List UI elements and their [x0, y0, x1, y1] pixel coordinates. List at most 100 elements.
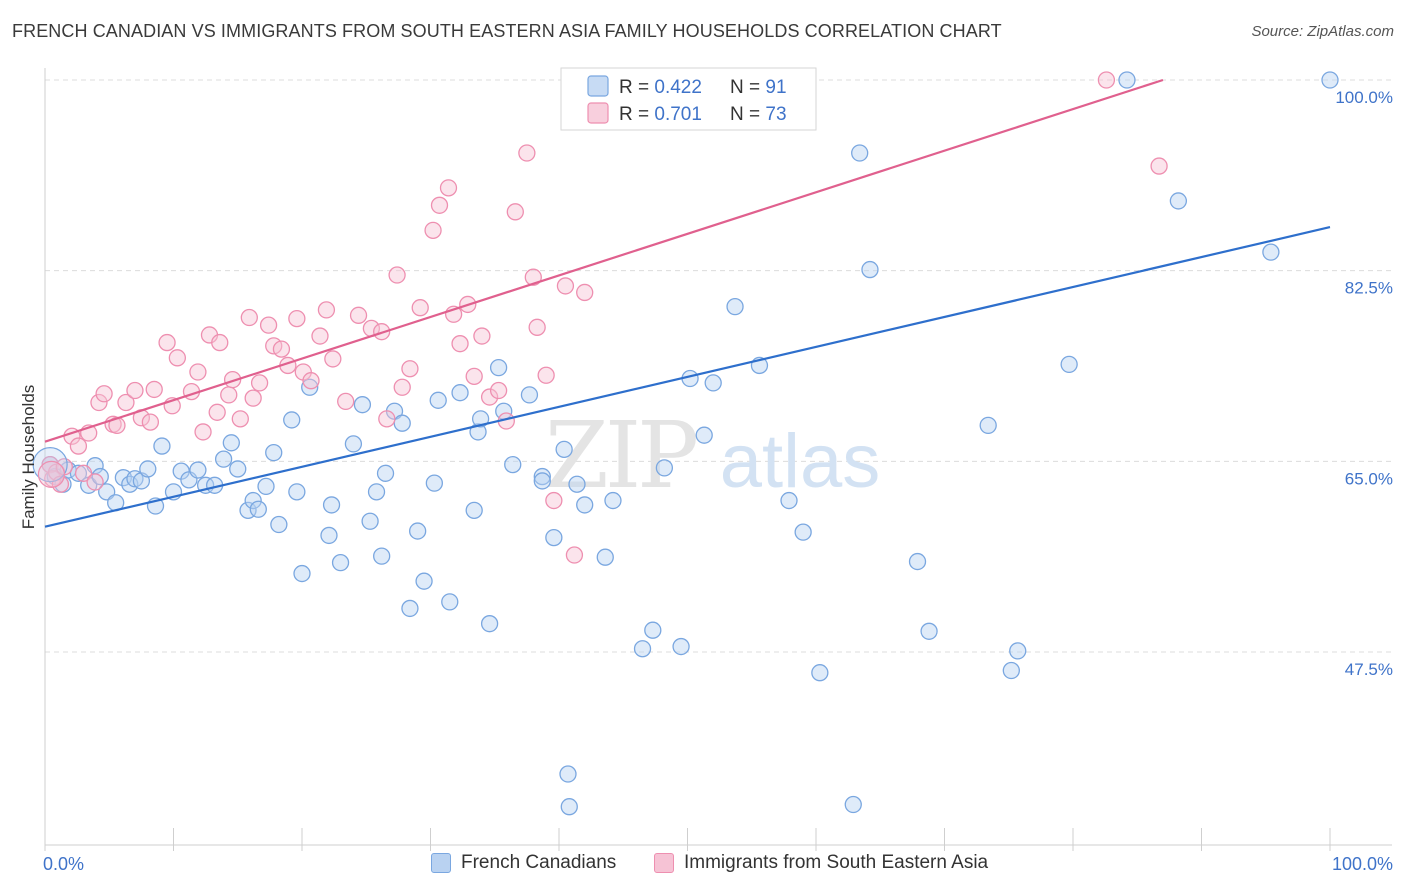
point-immigrants-sea-17 [141, 413, 160, 431]
legend-swatch-immigrants-sea [654, 853, 674, 873]
point-french-canadians-73 [644, 621, 662, 639]
point-french-canadians-24 [222, 434, 240, 452]
point-immigrants-sea-66 [524, 268, 542, 286]
legend-swatch-french-canadians [431, 853, 451, 873]
point-immigrants-sea-53 [424, 221, 442, 240]
point-immigrants-sea-10 [90, 393, 108, 412]
point-immigrants-sea-61 [480, 388, 499, 406]
correlation-legend: R = 0.422 N = 91 R = 0.701 N = 73 [560, 67, 817, 131]
point-french-canadians-67 [560, 798, 578, 816]
legend-n-value-2: 73 [765, 104, 786, 125]
point-french-canadians-56 [471, 410, 490, 428]
point-french-canadians-72 [633, 640, 652, 658]
legend-r-text-1: R = [619, 77, 654, 98]
point-immigrants-sea-29 [223, 370, 242, 389]
legend-swatch-blue [587, 75, 609, 97]
point-immigrants-sea-41 [311, 327, 329, 345]
point-immigrants-sea-23 [189, 363, 207, 381]
point-immigrants-sea-28 [220, 386, 238, 404]
point-french-canadians-44 [376, 464, 395, 482]
point-french-canadians-51 [429, 391, 447, 409]
point-immigrants-sea-45 [349, 306, 368, 324]
tick-labels: 47.5% 65.0% 82.5% 100.0% 0.0% 100.0% [43, 88, 1393, 874]
legend-label-french-canadians: French Canadians [461, 852, 617, 873]
watermark-zip: ZIP [545, 402, 696, 509]
point-french-canadians-89 [979, 416, 997, 435]
point-immigrants-sea-36 [272, 340, 291, 358]
axes [44, 68, 1392, 851]
point-french-canadians-57 [480, 615, 499, 633]
point-french-canadians-81 [780, 491, 798, 510]
point-french-canadians-64 [545, 528, 563, 547]
point-french-canadians-65 [555, 440, 573, 458]
x-tick-label-1: 100.0% [1332, 854, 1393, 874]
point-french-canadians-14 [139, 460, 157, 478]
point-french-canadians-77 [695, 426, 713, 444]
point-french-canadians-71 [604, 491, 622, 510]
point-immigrants-sea-71 [565, 546, 584, 564]
point-immigrants-sea-73 [1097, 71, 1116, 89]
point-french-canadians-96 [1321, 71, 1339, 89]
point-french-canadians-87 [908, 552, 927, 571]
legend-n-label-1: N = 91 [730, 77, 787, 98]
point-french-canadians-63 [533, 472, 551, 490]
point-french-canadians-39 [344, 435, 363, 453]
point-immigrants-sea-67 [528, 318, 546, 336]
legend-r-text-2: R = [619, 104, 654, 125]
point-immigrants-sea-65 [518, 144, 536, 162]
point-french-canadians-85 [851, 144, 869, 162]
point-french-canadians-78 [704, 374, 722, 392]
point-immigrants-sea-54 [430, 196, 449, 214]
point-french-canadians-60 [504, 455, 522, 474]
point-french-canadians-62 [533, 467, 551, 486]
point-french-canadians-66 [559, 765, 577, 783]
point-immigrants-sea-69 [545, 491, 563, 510]
point-french-canadians-31 [270, 515, 288, 534]
point-french-canadians-20 [189, 461, 207, 479]
point-immigrants-sea-49 [388, 266, 406, 284]
point-french-canadians-41 [361, 512, 379, 530]
point-french-canadians-25 [229, 460, 247, 478]
point-french-canadians-23 [214, 450, 233, 468]
point-french-canadians-43 [373, 547, 391, 565]
point-immigrants-sea-64 [506, 203, 524, 221]
point-french-canadians-69 [576, 496, 594, 514]
point-immigrants-sea-6 [69, 437, 88, 455]
point-french-canadians-34 [293, 564, 311, 583]
point-french-canadians-28 [249, 500, 267, 518]
point-french-canadians-52 [441, 593, 459, 611]
point-immigrants-sea-30 [231, 410, 249, 428]
legend-r-value-2: 0.701 [654, 104, 702, 125]
point-immigrants-sea-21 [168, 349, 187, 367]
point-immigrants-sea-15 [126, 381, 144, 400]
point-french-canadians-42 [367, 483, 386, 501]
point-french-canadians-47 [401, 599, 419, 618]
watermark: ZIP atlas [545, 402, 880, 509]
point-immigrants-sea-52 [411, 299, 429, 317]
y-axis-label: Family Households [19, 385, 38, 530]
point-french-canadians-48 [408, 522, 427, 540]
point-french-canadians-29 [257, 477, 275, 496]
source-label: Source: ZipAtlas.com [1251, 23, 1394, 40]
y-tick-label-1: 65.0% [1345, 469, 1393, 488]
trend-lines [44, 78, 1331, 528]
trend-line-immigrants-sea [44, 78, 1164, 443]
point-french-canadians-38 [331, 554, 350, 572]
y-tick-label-2: 82.5% [1345, 279, 1393, 298]
legend-label-immigrants-sea: Immigrants from South Eastern Asia [684, 852, 989, 873]
point-immigrants-sea-33 [250, 374, 269, 392]
point-immigrants-sea-55 [439, 179, 458, 197]
legend-r-label-1: R = 0.422 [619, 77, 702, 98]
legend-n-label-2: N = 73 [730, 104, 787, 125]
point-immigrants-sea-14 [117, 393, 135, 412]
y-tick-label-3: 100.0% [1335, 88, 1393, 107]
legend-item-french-canadians: French Canadians [431, 852, 616, 874]
point-immigrants-sea-51 [401, 360, 419, 378]
point-french-canadians-49 [415, 572, 433, 590]
point-immigrants-sea-11 [95, 385, 113, 403]
point-immigrants-sea-26 [208, 403, 226, 421]
point-immigrants-sea-60 [473, 327, 491, 345]
point-french-canadians-54 [465, 501, 483, 520]
point-cluster-blue [32, 447, 68, 483]
